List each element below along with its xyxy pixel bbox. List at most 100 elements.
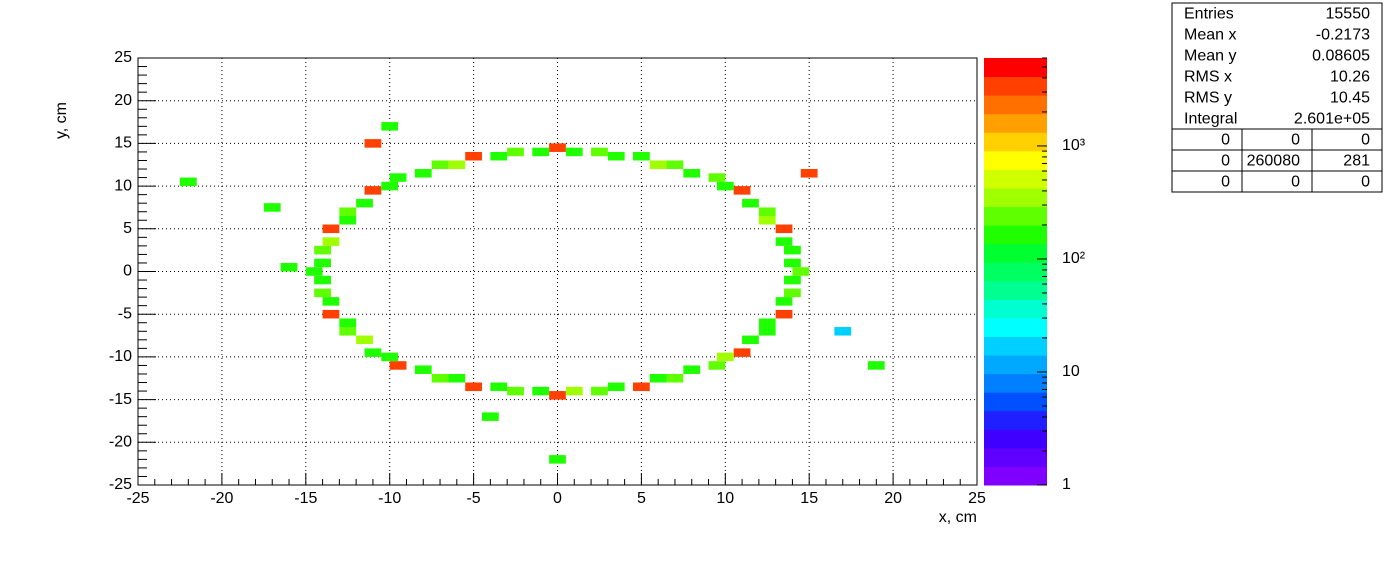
cell bbox=[381, 181, 399, 191]
stats-label: Mean y bbox=[1184, 48, 1236, 65]
y-tick-label: -15 bbox=[109, 391, 132, 408]
cell bbox=[784, 258, 801, 268]
cell bbox=[683, 365, 701, 374]
cell bbox=[314, 245, 331, 255]
x-tick-label: -25 bbox=[126, 490, 149, 507]
cell bbox=[490, 382, 508, 392]
y-tick-label: -20 bbox=[109, 434, 132, 451]
cell bbox=[775, 297, 793, 306]
y-tick-label: -10 bbox=[109, 348, 132, 365]
palette-band bbox=[984, 336, 1047, 356]
z-tick-label: 10³ bbox=[1062, 137, 1086, 154]
cell bbox=[414, 169, 432, 178]
palette-band bbox=[984, 132, 1047, 152]
y-tick-label: -5 bbox=[118, 305, 132, 322]
cell bbox=[465, 382, 482, 392]
cell bbox=[179, 177, 197, 187]
palette-band bbox=[984, 187, 1047, 208]
x-axis-title: x, cm bbox=[939, 509, 977, 526]
z-tick-label: 10 bbox=[1062, 363, 1080, 380]
cell bbox=[364, 186, 382, 195]
cell bbox=[784, 288, 801, 298]
cell bbox=[481, 412, 499, 421]
stats-cell: 0 bbox=[1221, 132, 1230, 149]
cell bbox=[834, 327, 852, 336]
y-tick-label: 25 bbox=[114, 49, 132, 66]
cell bbox=[549, 143, 566, 152]
cell bbox=[565, 147, 583, 157]
stats-cell: 0 bbox=[1291, 132, 1300, 149]
cell bbox=[775, 309, 793, 319]
stats-value: 10.45 bbox=[1330, 90, 1370, 107]
stats-label: Mean x bbox=[1184, 27, 1236, 44]
cell bbox=[758, 318, 776, 328]
cell bbox=[742, 198, 759, 208]
cell bbox=[666, 160, 684, 170]
stats-cell: 0 bbox=[1221, 153, 1230, 170]
stats-label: Entries bbox=[1184, 6, 1234, 23]
cell bbox=[607, 382, 625, 392]
stats-label: RMS y bbox=[1184, 90, 1232, 107]
x-tick-label: -20 bbox=[210, 490, 233, 507]
plot-frame bbox=[137, 57, 978, 486]
cell bbox=[532, 386, 550, 396]
cell bbox=[322, 237, 340, 246]
stats-box bbox=[1171, 2, 1383, 193]
cell bbox=[607, 151, 625, 161]
cell bbox=[775, 224, 793, 234]
cell bbox=[792, 267, 810, 276]
cell bbox=[507, 386, 524, 396]
x-tick-label: 10 bbox=[716, 490, 734, 507]
z-tick-label: 10² bbox=[1062, 250, 1086, 267]
palette-band bbox=[984, 392, 1047, 412]
cell bbox=[389, 173, 407, 182]
palette-band bbox=[984, 243, 1047, 263]
cell bbox=[633, 382, 650, 392]
palette-band bbox=[984, 150, 1047, 170]
palette-band bbox=[984, 280, 1047, 300]
cell bbox=[381, 352, 399, 362]
y-tick-label: 15 bbox=[114, 135, 132, 152]
cell bbox=[339, 207, 357, 216]
cell bbox=[800, 169, 818, 178]
y-tick-label: -25 bbox=[109, 476, 132, 493]
cell bbox=[758, 207, 776, 216]
x-tick-label: 5 bbox=[637, 490, 646, 507]
x-tick-label: 25 bbox=[968, 490, 986, 507]
cell bbox=[733, 186, 751, 195]
palette-band bbox=[984, 317, 1047, 337]
cell bbox=[322, 297, 340, 306]
palette-band bbox=[984, 447, 1047, 467]
cell bbox=[305, 267, 323, 276]
cell bbox=[649, 373, 667, 383]
cell bbox=[356, 335, 373, 345]
cell bbox=[758, 215, 776, 225]
cell bbox=[490, 151, 508, 161]
cell bbox=[314, 288, 331, 298]
stats-cell: 281 bbox=[1343, 153, 1370, 170]
palette-band bbox=[984, 76, 1047, 96]
palette-band bbox=[984, 113, 1047, 133]
cell bbox=[784, 275, 801, 285]
x-tick-label: -15 bbox=[294, 490, 317, 507]
palette-band bbox=[984, 466, 1047, 486]
cell bbox=[784, 245, 801, 255]
stats-cell: 0 bbox=[1361, 174, 1370, 191]
cell bbox=[742, 335, 759, 345]
cell bbox=[339, 318, 357, 328]
stats-cell: 0 bbox=[1221, 174, 1230, 191]
stats-value: 0.08605 bbox=[1312, 48, 1370, 65]
palette-band bbox=[984, 262, 1047, 282]
palette-band bbox=[984, 410, 1047, 430]
cell bbox=[683, 169, 701, 178]
stats-cell: 0 bbox=[1291, 174, 1300, 191]
cell bbox=[867, 361, 885, 370]
cell bbox=[263, 203, 281, 212]
y-tick-label: 10 bbox=[114, 177, 132, 194]
y-axis-title: y, cm bbox=[53, 102, 70, 139]
cell bbox=[733, 348, 751, 357]
cell bbox=[775, 237, 793, 246]
cell bbox=[364, 348, 382, 357]
